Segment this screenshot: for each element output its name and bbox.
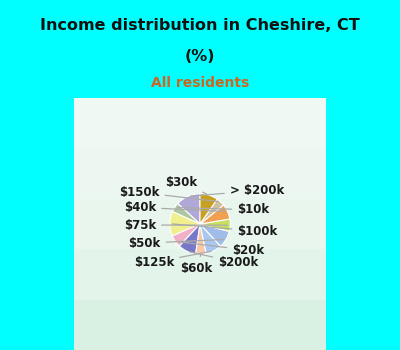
Text: All residents: All residents xyxy=(151,76,249,90)
Text: $150k: $150k xyxy=(119,186,218,202)
Wedge shape xyxy=(170,212,200,236)
Text: $40k: $40k xyxy=(124,201,225,214)
Text: > $200k: > $200k xyxy=(190,184,284,197)
Text: $125k: $125k xyxy=(134,251,211,269)
Text: $20k: $20k xyxy=(178,242,264,257)
Text: $200k: $200k xyxy=(190,252,258,269)
Bar xyxy=(74,98,326,148)
Text: $60k: $60k xyxy=(180,254,212,275)
Wedge shape xyxy=(172,204,200,224)
Wedge shape xyxy=(200,224,221,254)
Text: Income distribution in Cheshire, CT: Income distribution in Cheshire, CT xyxy=(40,18,360,33)
Text: $75k: $75k xyxy=(124,218,228,231)
Text: (%): (%) xyxy=(185,49,215,64)
Wedge shape xyxy=(196,224,206,254)
Text: $100k: $100k xyxy=(172,224,278,238)
Wedge shape xyxy=(200,205,230,224)
Text: $30k: $30k xyxy=(165,176,206,194)
Wedge shape xyxy=(200,219,230,231)
Wedge shape xyxy=(200,224,229,246)
Bar xyxy=(74,148,326,199)
Bar xyxy=(74,199,326,249)
Wedge shape xyxy=(179,224,200,254)
FancyBboxPatch shape xyxy=(74,98,326,350)
Bar xyxy=(74,249,326,300)
Bar xyxy=(74,300,326,350)
Wedge shape xyxy=(200,194,217,224)
Wedge shape xyxy=(200,199,224,224)
Wedge shape xyxy=(172,224,200,246)
Wedge shape xyxy=(178,194,200,224)
Text: $50k: $50k xyxy=(128,237,223,250)
Text: $10k: $10k xyxy=(178,203,270,216)
